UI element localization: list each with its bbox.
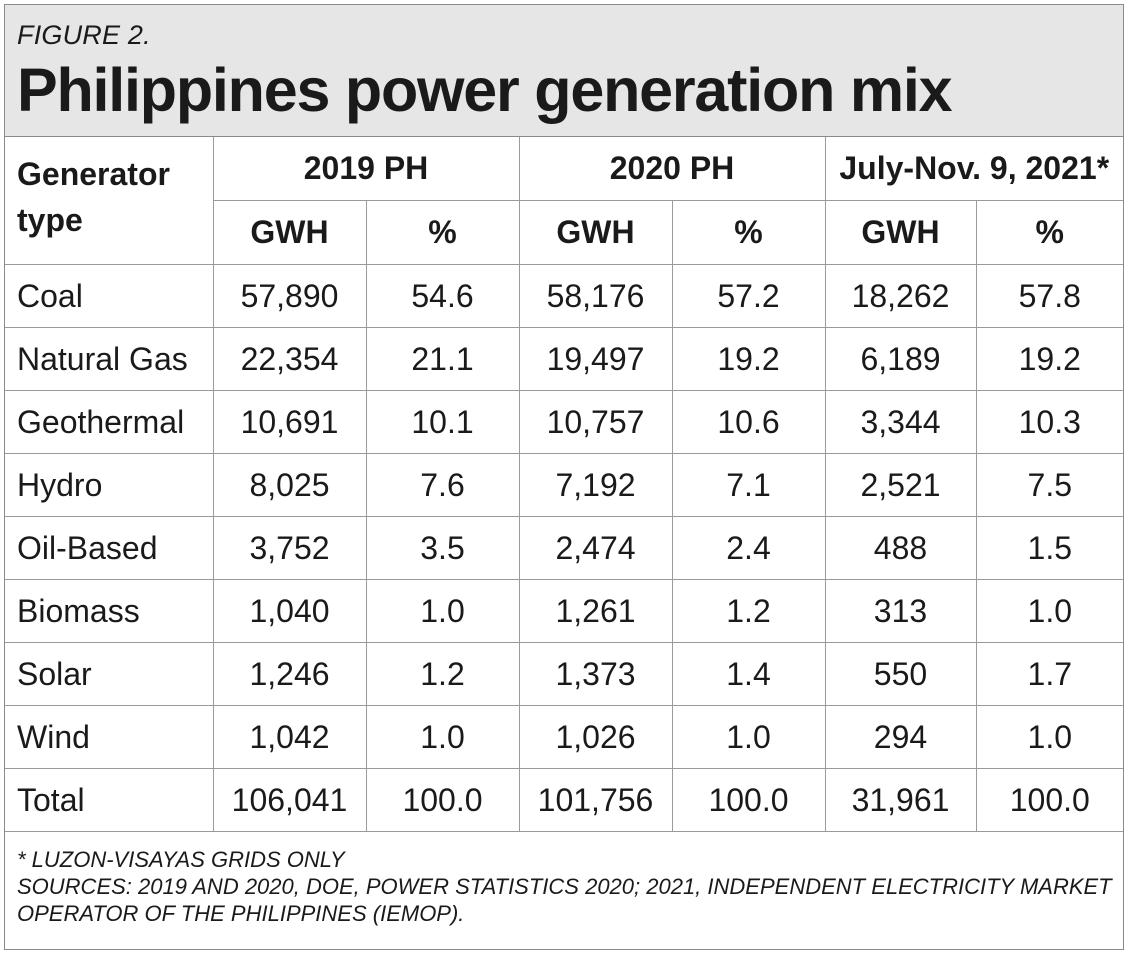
figure: FIGURE 2. Philippines power generation m… <box>4 4 1124 950</box>
unit-header-row: GWH % GWH % GWH % <box>5 200 1124 265</box>
table-row: Hydro 8,025 7.6 7,192 7.1 2,521 7.5 <box>5 453 1124 517</box>
gwh-cell: 31,961 <box>825 768 977 832</box>
table-row: Natural Gas 22,354 21.1 19,497 19.2 6,189 19.2 <box>5 327 1124 391</box>
period-header: 2019 PH <box>213 137 520 201</box>
percent-cell: 1.0 <box>976 579 1124 643</box>
gwh-cell: 2,521 <box>825 453 977 517</box>
gwh-cell: 106,041 <box>213 768 367 832</box>
period-header: July-Nov. 9, 2021* <box>825 137 1124 201</box>
gwh-cell: 10,691 <box>213 390 367 454</box>
percent-cell: 100.0 <box>366 768 520 832</box>
gwh-cell: 22,354 <box>213 327 367 391</box>
gwh-cell: 7,192 <box>519 453 673 517</box>
gwh-cell: 488 <box>825 516 977 580</box>
percent-cell: 7.6 <box>366 453 520 517</box>
percent-cell: 1.7 <box>976 642 1124 706</box>
unit-header: GWH <box>519 200 673 265</box>
gwh-cell: 1,042 <box>213 705 367 769</box>
percent-cell: 57.2 <box>672 264 826 328</box>
unit-header: % <box>976 200 1124 265</box>
gwh-cell: 1,026 <box>519 705 673 769</box>
percent-cell: 100.0 <box>976 768 1124 832</box>
gwh-cell: 1,246 <box>213 642 367 706</box>
generator-type-cell: Solar <box>5 642 214 706</box>
gwh-cell: 6,189 <box>825 327 977 391</box>
gwh-cell: 3,344 <box>825 390 977 454</box>
percent-cell: 1.2 <box>672 579 826 643</box>
gwh-cell: 294 <box>825 705 977 769</box>
generation-table: Generator type 2019 PH 2020 PH July-Nov.… <box>5 137 1124 832</box>
unit-header: GWH <box>213 200 367 265</box>
percent-cell: 1.0 <box>366 579 520 643</box>
percent-cell: 1.2 <box>366 642 520 706</box>
table-row: Oil-Based 3,752 3.5 2,474 2.4 488 1.5 <box>5 516 1124 580</box>
unit-header: % <box>672 200 826 265</box>
table-body: Coal 57,890 54.6 58,176 57.2 18,262 57.8 Natura… <box>5 264 1124 832</box>
percent-cell: 54.6 <box>366 264 520 328</box>
percent-cell: 1.4 <box>672 642 826 706</box>
sources-note: SOURCES: 2019 AND 2020, DOE, POWER STATI… <box>17 874 1112 926</box>
percent-cell: 19.2 <box>976 327 1124 391</box>
gwh-cell: 1,373 <box>519 642 673 706</box>
percent-cell: 10.6 <box>672 390 826 454</box>
gwh-cell: 1,040 <box>213 579 367 643</box>
percent-cell: 1.0 <box>672 705 826 769</box>
figure-notes: * LUZON-VISAYAS GRIDS ONLY SOURCES: 2019… <box>5 832 1123 927</box>
table-row: Geothermal 10,691 10.1 10,757 10.6 3,344 10.3 <box>5 390 1124 454</box>
footnote: * LUZON-VISAYAS GRIDS ONLY <box>17 847 345 872</box>
period-header-row: Generator type 2019 PH 2020 PH July-Nov.… <box>5 137 1124 265</box>
gwh-cell: 550 <box>825 642 977 706</box>
percent-cell: 1.0 <box>366 705 520 769</box>
percent-cell: 100.0 <box>672 768 826 832</box>
figure-header: FIGURE 2. Philippines power generation m… <box>5 5 1123 137</box>
percent-cell: 19.2 <box>672 327 826 391</box>
generator-type-header: Generator type <box>5 137 214 265</box>
gwh-cell: 1,261 <box>519 579 673 643</box>
gwh-cell: 3,752 <box>213 516 367 580</box>
period-header: 2020 PH <box>519 137 826 201</box>
table-row: Wind 1,042 1.0 1,026 1.0 294 1.0 <box>5 705 1124 769</box>
gwh-cell: 57,890 <box>213 264 367 328</box>
generator-type-cell: Hydro <box>5 453 214 517</box>
percent-cell: 10.1 <box>366 390 520 454</box>
percent-cell: 7.5 <box>976 453 1124 517</box>
generator-type-cell: Wind <box>5 705 214 769</box>
percent-cell: 1.5 <box>976 516 1124 580</box>
unit-header: GWH <box>825 200 977 265</box>
gwh-cell: 19,497 <box>519 327 673 391</box>
gwh-cell: 313 <box>825 579 977 643</box>
gwh-cell: 2,474 <box>519 516 673 580</box>
table-row: Coal 57,890 54.6 58,176 57.2 18,262 57.8 <box>5 264 1124 328</box>
gwh-cell: 18,262 <box>825 264 977 328</box>
generator-type-cell: Total <box>5 768 214 832</box>
figure-kicker: FIGURE 2. <box>17 20 151 50</box>
percent-cell: 7.1 <box>672 453 826 517</box>
generator-type-cell: Oil-Based <box>5 516 214 580</box>
gwh-cell: 8,025 <box>213 453 367 517</box>
table-row: Solar 1,246 1.2 1,373 1.4 550 1.7 <box>5 642 1124 706</box>
gwh-cell: 101,756 <box>519 768 673 832</box>
gwh-cell: 58,176 <box>519 264 673 328</box>
figure-title: Philippines power generation mix <box>17 56 953 124</box>
generator-type-cell: Biomass <box>5 579 214 643</box>
generator-type-cell: Coal <box>5 264 214 328</box>
gwh-cell: 10,757 <box>519 390 673 454</box>
table-row: Total 106,041 100.0 101,756 100.0 31,961 100.0 <box>5 768 1124 832</box>
percent-cell: 57.8 <box>976 264 1124 328</box>
percent-cell: 21.1 <box>366 327 520 391</box>
generator-type-cell: Natural Gas <box>5 327 214 391</box>
table-row: Biomass 1,040 1.0 1,261 1.2 313 1.0 <box>5 579 1124 643</box>
percent-cell: 2.4 <box>672 516 826 580</box>
percent-cell: 10.3 <box>976 390 1124 454</box>
percent-cell: 3.5 <box>366 516 520 580</box>
generator-type-cell: Geothermal <box>5 390 214 454</box>
percent-cell: 1.0 <box>976 705 1124 769</box>
unit-header: % <box>366 200 520 265</box>
